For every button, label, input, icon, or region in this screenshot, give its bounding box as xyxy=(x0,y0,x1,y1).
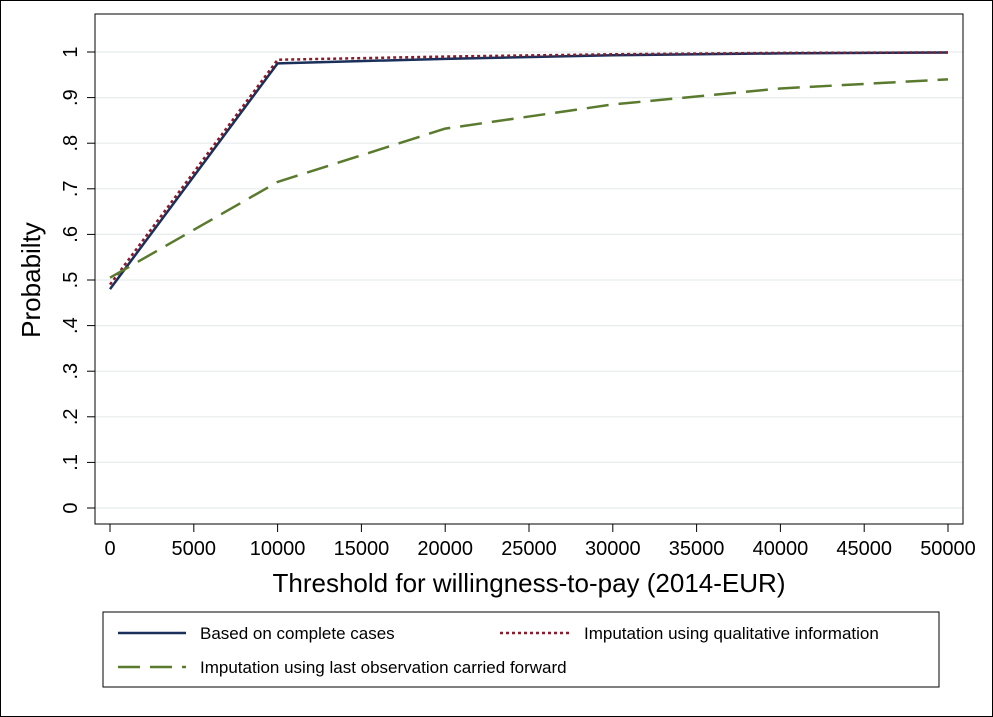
y-tick-label: 1 xyxy=(60,46,82,57)
series-line-2 xyxy=(109,78,949,279)
plot-area-border xyxy=(94,13,964,525)
x-tick-label: 20000 xyxy=(417,538,473,560)
x-axis: 0 5000 10000 15000 20000 25000 30000 35000 40000… xyxy=(104,524,976,560)
x-tick-label: 50000 xyxy=(920,538,976,560)
legend-label-qualitative-imputation: Imputation using qualitative information xyxy=(584,624,879,643)
grid-lines xyxy=(95,51,963,509)
series-line-1 xyxy=(108,51,949,286)
y-tick-label: .1 xyxy=(60,454,82,471)
x-tick-label: 30000 xyxy=(585,538,641,560)
y-tick-label: .2 xyxy=(60,408,82,425)
y-tick-label: 0 xyxy=(60,502,82,513)
legend-label-complete-cases: Based on complete cases xyxy=(200,624,395,643)
y-tick-label: .6 xyxy=(60,226,82,243)
y-tick-label: .3 xyxy=(60,363,82,380)
y-axis-title: Probabilty xyxy=(16,222,46,338)
x-axis-title: Threshold for willingness-to-pay (2014-E… xyxy=(273,568,786,598)
x-tick-label: 35000 xyxy=(669,538,725,560)
x-tick-label: 5000 xyxy=(172,538,217,560)
y-tick-label: .8 xyxy=(60,135,82,152)
x-tick-label: 0 xyxy=(104,538,115,560)
legend: Based on complete cases Imputation using… xyxy=(102,611,940,688)
y-tick-label: .7 xyxy=(60,180,82,197)
y-tick-label: .4 xyxy=(60,317,82,334)
x-tick-label: 10000 xyxy=(250,538,306,560)
legend-label-locf-imputation: Imputation using last observation carrie… xyxy=(200,658,567,677)
y-tick-label: .9 xyxy=(60,89,82,106)
y-tick-label: .5 xyxy=(60,272,82,289)
y-axis: 0 .1 .2 .3 .4 .5 .6 .7 .8 .9 1 xyxy=(60,46,95,514)
series-lines xyxy=(108,51,949,290)
x-tick-label: 25000 xyxy=(501,538,557,560)
x-tick-label: 40000 xyxy=(753,538,809,560)
legend-box xyxy=(102,611,940,688)
x-tick-label: 15000 xyxy=(334,538,390,560)
x-tick-label: 45000 xyxy=(836,538,892,560)
series-line-0 xyxy=(108,51,949,290)
